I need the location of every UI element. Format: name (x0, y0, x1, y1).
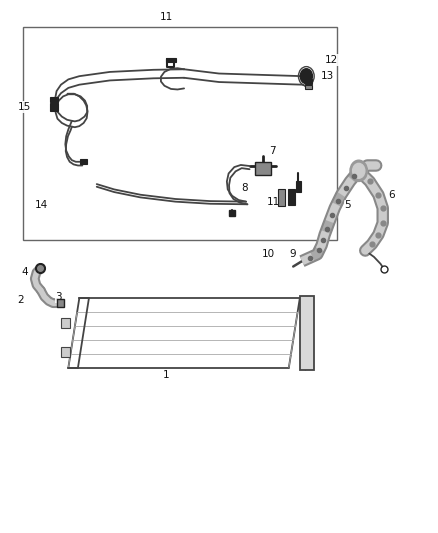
Bar (50, 97, 58, 102)
Text: 6: 6 (389, 190, 395, 200)
Bar (296, 181, 301, 192)
Bar (60, 318, 70, 328)
Text: 11: 11 (160, 12, 173, 22)
Bar (60, 348, 70, 357)
Text: 13: 13 (321, 71, 334, 81)
Text: 1: 1 (163, 370, 170, 381)
Circle shape (300, 69, 312, 84)
Bar (279, 189, 286, 206)
Bar (288, 189, 295, 205)
Text: 2: 2 (18, 295, 24, 305)
Bar (166, 58, 176, 62)
Circle shape (350, 160, 367, 181)
Bar (255, 162, 271, 174)
Text: 7: 7 (269, 146, 276, 156)
Text: 3: 3 (56, 292, 62, 302)
Text: 9: 9 (289, 249, 296, 259)
Bar (57, 300, 64, 307)
Text: 15: 15 (18, 102, 32, 112)
Text: 12: 12 (325, 55, 338, 65)
Text: 14: 14 (35, 200, 48, 210)
Bar (305, 85, 312, 90)
Circle shape (353, 164, 365, 178)
Text: 5: 5 (345, 200, 351, 211)
Bar (80, 159, 87, 165)
Text: 8: 8 (241, 183, 247, 193)
Text: 10: 10 (261, 249, 275, 259)
Text: 11: 11 (266, 197, 280, 207)
Bar (300, 296, 314, 369)
Text: 4: 4 (21, 267, 28, 277)
Bar (305, 79, 312, 84)
Bar (22, 27, 337, 240)
Bar (50, 103, 58, 111)
